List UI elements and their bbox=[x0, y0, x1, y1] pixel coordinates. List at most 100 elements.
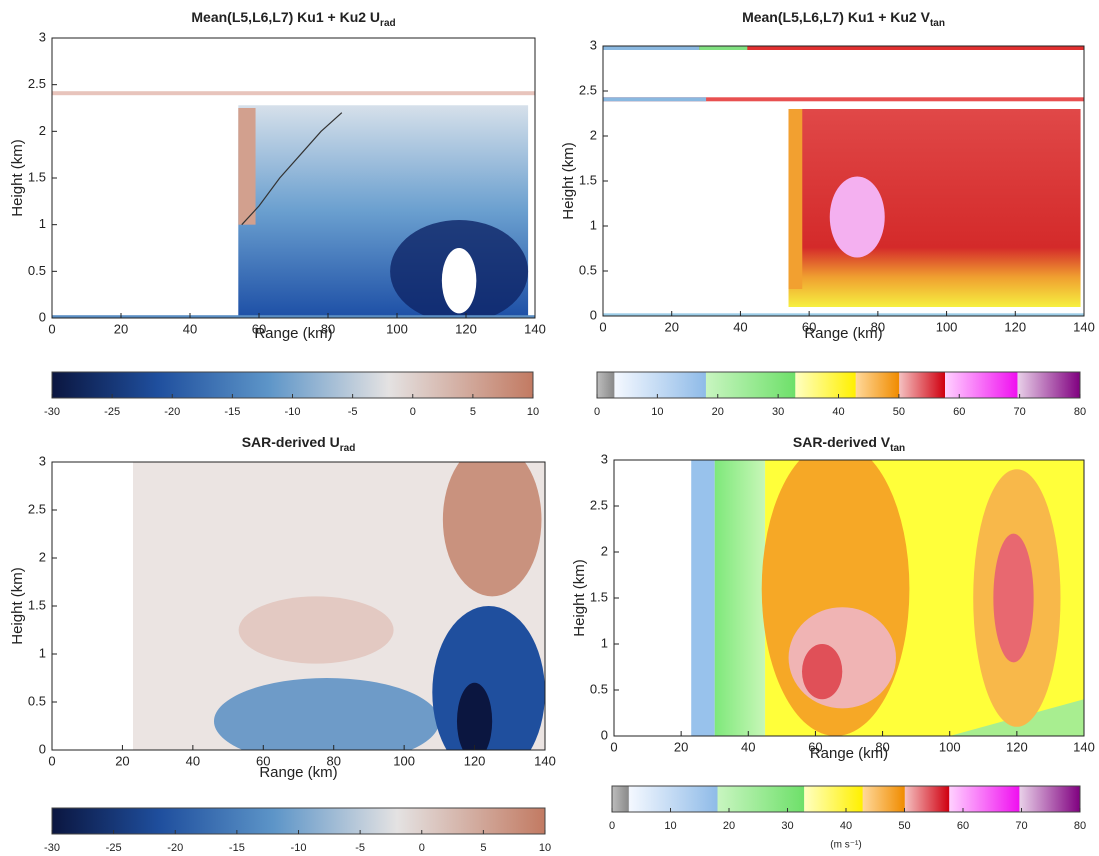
heatmap-field bbox=[132, 462, 545, 750]
field bbox=[456, 682, 493, 750]
y-tick-label: 3 bbox=[601, 451, 608, 466]
x-tick-label: 0 bbox=[599, 319, 606, 334]
x-tick-label: 140 bbox=[1073, 319, 1095, 334]
heatmap-field bbox=[603, 46, 1084, 316]
chart-title: Mean(L5,L6,L7) Ku1 + Ku2 Vtan bbox=[742, 9, 945, 29]
y-tick-label: 2.5 bbox=[579, 82, 597, 97]
title-text: SAR-derived V bbox=[793, 434, 891, 450]
colorbar-tick-label: 10 bbox=[539, 842, 551, 854]
colorbar-tick-label: 70 bbox=[1014, 406, 1026, 418]
y-tick-label: 0 bbox=[590, 307, 597, 322]
colorbar-label: (m s⁻¹) bbox=[830, 840, 861, 851]
colorbar-tick-label: -20 bbox=[167, 842, 183, 854]
colorbar-tick-label: 70 bbox=[1015, 820, 1027, 832]
x-tick-label: 20 bbox=[664, 319, 678, 334]
x-axis-label: Range (km) bbox=[259, 764, 337, 781]
chart-title: SAR-derived Urad bbox=[242, 434, 356, 454]
chart-title: Mean(L5,L6,L7) Ku1 + Ku2 Urad bbox=[191, 9, 395, 29]
colorbar-tick-label: 50 bbox=[893, 406, 905, 418]
colorbar-tick-label: 5 bbox=[470, 406, 476, 418]
x-tick-label: 20 bbox=[114, 321, 128, 336]
y-tick-label: 2.5 bbox=[28, 501, 46, 516]
x-tick-label: 40 bbox=[183, 321, 197, 336]
x-tick-label: 0 bbox=[610, 739, 617, 754]
heatmap-field bbox=[52, 91, 535, 318]
field bbox=[603, 46, 1084, 50]
x-tick-label: 120 bbox=[1006, 739, 1028, 754]
x-tick-label: 60 bbox=[252, 321, 266, 336]
colorbar-tick-label: 50 bbox=[898, 820, 910, 832]
colorbar-tick-label: -30 bbox=[44, 842, 60, 854]
title-subscript: rad bbox=[340, 443, 356, 454]
field bbox=[603, 97, 707, 102]
colorbar-tick-label: -30 bbox=[44, 406, 60, 418]
colorbar-tick-label: 0 bbox=[419, 842, 425, 854]
y-tick-label: 1.5 bbox=[590, 589, 608, 604]
colorbar-tick-label: 0 bbox=[410, 406, 416, 418]
colorbar-tick-label: 20 bbox=[723, 820, 735, 832]
colorbar-tick-label: 60 bbox=[953, 406, 965, 418]
chart-title: SAR-derived Vtan bbox=[793, 434, 905, 454]
colorbar-tick-label: 10 bbox=[664, 820, 676, 832]
y-axis-label: Height (km) bbox=[560, 142, 577, 220]
x-tick-label: 80 bbox=[321, 321, 335, 336]
field bbox=[603, 313, 1084, 316]
x-tick-label: 140 bbox=[524, 321, 546, 336]
field bbox=[993, 533, 1034, 663]
y-tick-label: 2 bbox=[39, 123, 46, 138]
x-tick-label: 80 bbox=[875, 739, 889, 754]
field bbox=[829, 176, 885, 258]
x-tick-label: 100 bbox=[939, 739, 961, 754]
colorbar-tick-label: 80 bbox=[1074, 820, 1086, 832]
y-axis-label: Height (km) bbox=[9, 139, 26, 217]
x-tick-label: 60 bbox=[808, 739, 822, 754]
x-tick-label: 140 bbox=[534, 753, 556, 768]
field bbox=[238, 108, 256, 225]
colorbar-tick-label: 20 bbox=[712, 406, 724, 418]
colorbar-tick-label: 0 bbox=[609, 820, 615, 832]
x-tick-label: 20 bbox=[115, 753, 129, 768]
colorbar-tick-label: 80 bbox=[1074, 406, 1086, 418]
field bbox=[699, 46, 748, 50]
y-tick-label: 0 bbox=[601, 727, 608, 742]
field bbox=[214, 678, 440, 750]
colorbar-tick-label: -15 bbox=[229, 842, 245, 854]
y-tick-label: 2.5 bbox=[590, 497, 608, 512]
x-axis-label: Range (km) bbox=[810, 745, 888, 762]
field bbox=[52, 91, 535, 96]
x-tick-label: 120 bbox=[455, 321, 477, 336]
colorbar-tick-label: -10 bbox=[291, 842, 307, 854]
y-tick-label: 0.5 bbox=[579, 262, 597, 277]
x-tick-label: 120 bbox=[464, 753, 486, 768]
y-tick-label: 1 bbox=[39, 216, 46, 231]
contour bbox=[241, 112, 343, 226]
y-tick-label: 0 bbox=[39, 741, 46, 756]
x-tick-label: 0 bbox=[48, 753, 55, 768]
field bbox=[603, 46, 700, 50]
x-tick-label: 20 bbox=[674, 739, 688, 754]
y-axis-label: Height (km) bbox=[571, 559, 588, 637]
x-tick-label: 40 bbox=[186, 753, 200, 768]
heatmap-field bbox=[691, 460, 1084, 736]
field bbox=[603, 97, 1084, 102]
colorbar-tick-label: 5 bbox=[480, 842, 486, 854]
colorbar bbox=[611, 785, 1081, 813]
colorbar-tick-label: -25 bbox=[104, 406, 120, 418]
colorbar-tick-label: 0 bbox=[594, 406, 600, 418]
field bbox=[52, 315, 535, 318]
x-tick-label: 80 bbox=[871, 319, 885, 334]
x-tick-label: 140 bbox=[1073, 739, 1095, 754]
y-tick-label: 1.5 bbox=[579, 172, 597, 187]
title-text: Mean(L5,L6,L7) Ku1 + Ku2 V bbox=[742, 9, 931, 25]
x-tick-label: 100 bbox=[393, 753, 415, 768]
x-axis-label: Range (km) bbox=[254, 325, 332, 342]
x-tick-label: 100 bbox=[936, 319, 958, 334]
y-tick-label: 0.5 bbox=[28, 263, 46, 278]
x-tick-label: 40 bbox=[733, 319, 747, 334]
colorbar-tick-label: 30 bbox=[781, 820, 793, 832]
title-text: SAR-derived U bbox=[242, 434, 340, 450]
colorbar-tick-label: 40 bbox=[832, 406, 844, 418]
y-tick-label: 0 bbox=[39, 309, 46, 324]
y-tick-label: 2 bbox=[39, 549, 46, 564]
